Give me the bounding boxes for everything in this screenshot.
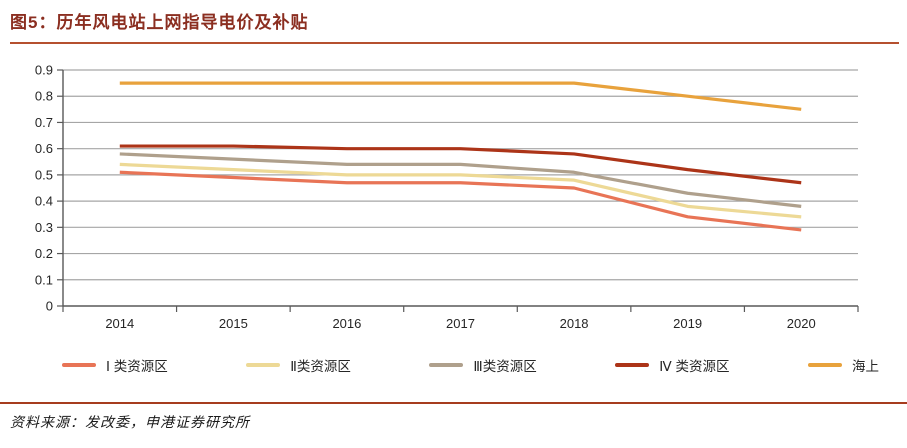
y-axis-label: 0.7	[35, 115, 53, 130]
y-axis-label: 0.2	[35, 246, 53, 261]
series-line	[119, 152, 802, 208]
y-axis-label: 0.6	[35, 141, 53, 156]
legend-item: Ⅲ类资源区	[429, 355, 537, 375]
series-line	[119, 170, 802, 232]
legend-line-swatch	[429, 363, 464, 367]
y-axis-label: 0.5	[35, 167, 53, 182]
legend-line-swatch	[246, 363, 281, 367]
legend-item: 海上	[807, 355, 879, 375]
legend-label: Ⅰ 类资源区	[106, 359, 168, 374]
y-axis-label: 0.4	[35, 194, 53, 209]
legend-line-swatch	[62, 363, 96, 367]
y-axis-label: 0.1	[35, 272, 53, 287]
legend-line-swatch	[615, 363, 650, 367]
x-axis-label: 2015	[219, 316, 248, 331]
x-axis-label: 2016	[332, 316, 361, 331]
figure-title: 图5：历年风电站上网指导电价及补贴	[10, 13, 309, 32]
legend-item: Ⅱ类资源区	[246, 355, 351, 375]
legend-label: Ⅱ类资源区	[290, 359, 351, 374]
series-line	[119, 144, 802, 185]
legend-item: Ⅰ 类资源区	[62, 355, 168, 375]
y-axis-label: 0.8	[35, 89, 53, 104]
legend-item: Ⅳ 类资源区	[615, 355, 729, 375]
y-axis-label: 0	[46, 299, 53, 314]
figure-header: 图5：历年风电站上网指导电价及补贴	[10, 8, 899, 44]
legend-line-swatch	[807, 363, 842, 367]
chart-legend: Ⅰ 类资源区 Ⅱ类资源区 Ⅲ类资源区 Ⅳ 类资源区 海上	[62, 352, 879, 378]
series-line	[119, 81, 802, 111]
source-note: 资料来源：发改委，申港证券研究所	[10, 416, 250, 431]
series-line	[119, 162, 802, 219]
x-axis-label: 2017	[446, 316, 475, 331]
x-axis-label: 2019	[673, 316, 702, 331]
x-axis-label: 2018	[560, 316, 589, 331]
legend-label: Ⅳ 类资源区	[659, 359, 730, 374]
legend-label: 海上	[851, 359, 879, 374]
legend-label: Ⅲ类资源区	[473, 359, 537, 374]
line-chart: 0 0.1 0.2 0.3 0.4 0.5 0.6 0.7 0.8 0.9 2014 2015 2016…	[35, 63, 859, 331]
y-axis-label: 0.3	[35, 220, 53, 235]
y-axis-label: 0.9	[35, 63, 53, 78]
x-axis-label: 2014	[105, 316, 134, 331]
source-divider	[0, 402, 907, 404]
x-axis-label: 2020	[787, 316, 816, 331]
